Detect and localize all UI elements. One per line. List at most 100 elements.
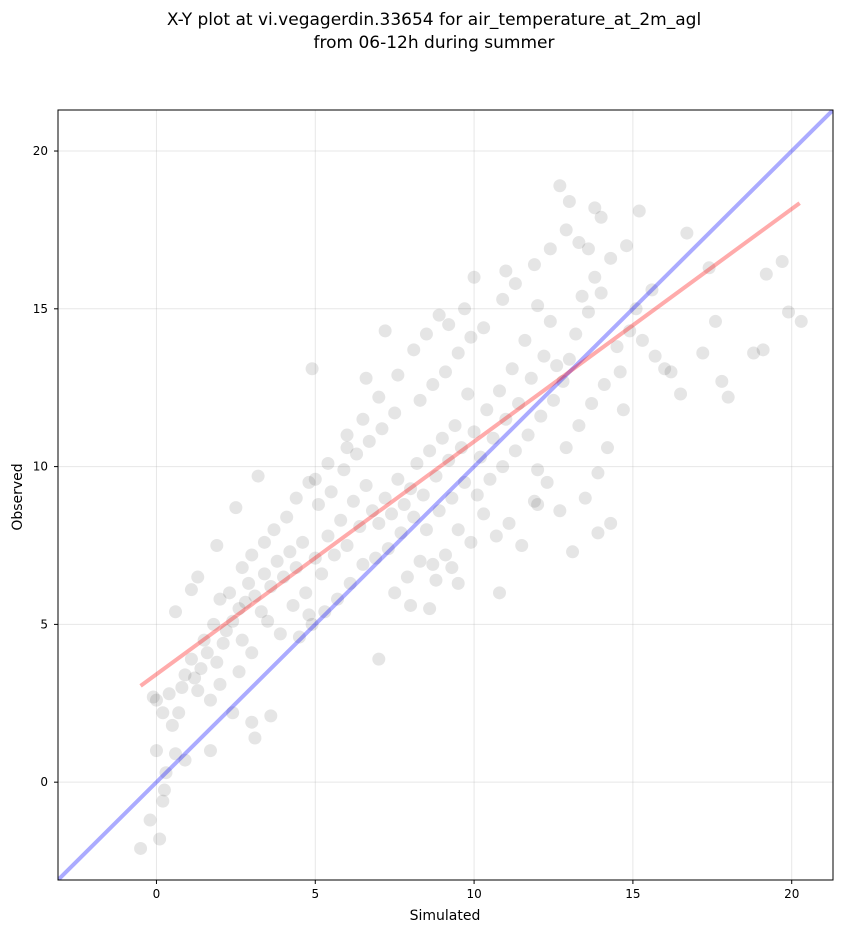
scatter-point — [439, 548, 452, 562]
scatter-point — [165, 718, 179, 732]
scatter-point — [219, 624, 233, 638]
scatter-point — [321, 529, 335, 543]
scatter-point — [429, 573, 443, 587]
scatter-point — [635, 333, 649, 347]
scatter-point — [470, 488, 484, 502]
scatter-point — [594, 286, 608, 300]
chart-title-line1: X-Y plot at vi.vegagerdin.33654 for air_… — [167, 10, 701, 30]
scatter-point — [248, 589, 262, 603]
scatter-point — [502, 516, 516, 530]
scatter-point — [277, 570, 291, 584]
scatter-point — [531, 497, 545, 511]
scatter-point — [467, 270, 481, 284]
scatter-point — [782, 305, 796, 319]
scatter-point — [156, 794, 170, 808]
scatter-point — [458, 475, 472, 489]
scatter-point — [235, 561, 249, 575]
scatter-point — [546, 393, 560, 407]
scatter-point — [648, 349, 662, 363]
scatter-point — [499, 412, 513, 426]
scatter-point — [238, 595, 252, 609]
scatter-point — [499, 264, 513, 278]
scatter-point — [175, 681, 189, 694]
scatter-point — [289, 561, 303, 575]
scatter-point — [581, 305, 595, 319]
scatter-point — [569, 327, 583, 341]
scatter-point — [407, 510, 421, 524]
scatter-point — [448, 419, 462, 433]
scatter-point — [270, 554, 284, 568]
scatter-point — [512, 396, 526, 410]
scatter-point — [245, 548, 259, 562]
scatter-point — [486, 431, 500, 445]
scatter-point — [467, 425, 481, 439]
scatter-point — [572, 419, 586, 433]
scatter-point — [540, 475, 554, 489]
scatter-point — [280, 510, 294, 524]
scatter-point — [251, 469, 265, 483]
scatter-point — [394, 526, 408, 540]
scatter-point — [134, 841, 148, 855]
scatter-point — [537, 349, 551, 363]
scatter-point — [445, 561, 459, 575]
scatter-point — [334, 513, 348, 527]
scatter-point — [508, 444, 522, 458]
scatter-point — [585, 396, 599, 410]
scatter-point — [581, 242, 595, 256]
scatter-point — [600, 441, 614, 455]
scatter-point — [391, 368, 405, 382]
scatter-point — [553, 504, 567, 518]
scatter-point — [413, 393, 427, 407]
scatter-point — [143, 813, 157, 827]
scatter-point — [226, 706, 240, 720]
scatter-point — [531, 463, 545, 477]
scatter-point — [283, 545, 297, 559]
scatter-point — [489, 529, 503, 543]
scatter-point — [359, 371, 373, 385]
scatter-point — [404, 598, 418, 612]
scatter-point — [556, 374, 570, 388]
scatter-point — [362, 434, 376, 448]
scatter-point — [419, 523, 433, 537]
scatter-point — [410, 456, 424, 470]
scatter-point — [318, 605, 332, 619]
scatter-point — [451, 576, 465, 590]
scatter-point — [432, 308, 446, 322]
scatter-point — [302, 608, 316, 622]
scatter-point — [645, 283, 659, 297]
scatter-point — [613, 365, 627, 379]
scatter-point — [372, 516, 386, 530]
scatter-point — [594, 210, 608, 224]
scatter-point — [337, 463, 351, 477]
scatter-point — [213, 592, 227, 606]
scatter-point — [346, 494, 360, 508]
scatter-point — [343, 576, 357, 590]
scatter-point — [658, 362, 672, 376]
scatter-point — [350, 447, 364, 461]
scatter-point — [388, 586, 402, 600]
x-tick-label: 10 — [466, 887, 481, 901]
scatter-point — [588, 201, 602, 215]
scatter-point — [248, 731, 262, 745]
scatter-point — [442, 453, 456, 467]
scatter-point — [578, 491, 592, 505]
scatter-point — [372, 390, 386, 404]
scatter-point — [483, 472, 497, 486]
scatter-point — [492, 384, 506, 398]
scatter-point — [200, 646, 214, 660]
scatter-point — [629, 302, 643, 316]
scatter-point — [184, 583, 198, 597]
scatter-point — [356, 412, 370, 426]
scatter-point — [435, 431, 449, 445]
scatter-point — [664, 365, 678, 379]
x-tick-label: 5 — [311, 887, 319, 901]
scatter-point — [616, 403, 630, 417]
scatter-point — [235, 633, 249, 647]
scatter-point — [178, 668, 192, 682]
scatter-point — [572, 236, 586, 250]
scatter-point — [194, 662, 208, 676]
scatter-point — [302, 475, 316, 489]
scatter-point — [416, 488, 430, 502]
scatter-point — [591, 526, 605, 540]
